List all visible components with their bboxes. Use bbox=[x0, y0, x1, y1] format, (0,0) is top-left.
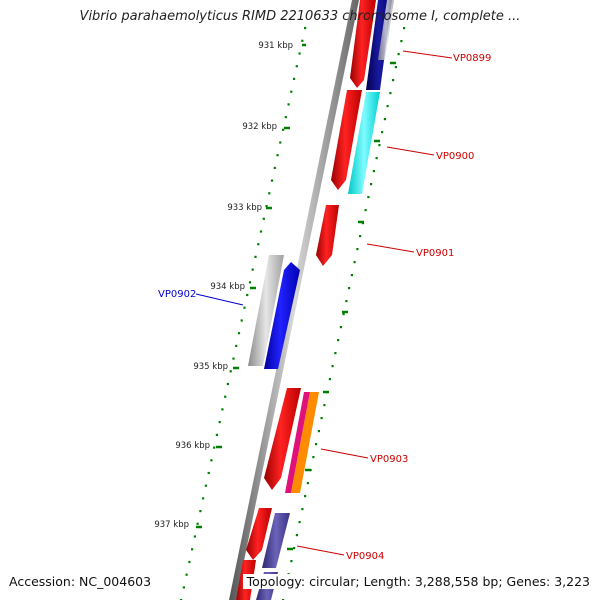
cog-vp0904 bbox=[262, 513, 290, 568]
gene-label-vp0904[interactable]: VP0904 bbox=[346, 551, 384, 562]
tick-label-936: 936 kbp bbox=[175, 441, 210, 451]
tick-932: 932 kbp bbox=[242, 122, 290, 132]
tick-label-932: 932 kbp bbox=[242, 122, 277, 132]
leader-vp0903 bbox=[320, 448, 369, 459]
tick-931: 931 kbp bbox=[258, 41, 306, 51]
gene-label-vp0902[interactable]: VP0902 bbox=[158, 289, 196, 300]
accession-text: Accession: NC_004603 bbox=[9, 574, 152, 589]
cog-vp0900 bbox=[348, 92, 380, 194]
tick-label-934: 934 kbp bbox=[210, 282, 245, 292]
tick-label-933: 933 kbp bbox=[227, 203, 262, 213]
gene-label-vp0901[interactable]: VP0901 bbox=[416, 248, 454, 259]
outer-tick-marks bbox=[287, 61, 396, 551]
map-title: Vibrio parahaemolyticus RIMD 2210633 chr… bbox=[79, 9, 521, 24]
leader-vp0904 bbox=[296, 545, 345, 556]
tick-935: 935 kbp bbox=[193, 362, 239, 372]
cds-vp0900[interactable] bbox=[331, 90, 362, 190]
leader-vp0902 bbox=[195, 293, 244, 306]
gene-label-vp0903[interactable]: VP0903 bbox=[370, 454, 408, 465]
tick-label-931: 931 kbp bbox=[258, 41, 293, 51]
gene-label-vp0900[interactable]: VP0900 bbox=[436, 151, 474, 162]
leader-vp0899 bbox=[402, 50, 453, 59]
leader-vp0900 bbox=[386, 146, 435, 156]
tick-933: 933 kbp bbox=[227, 203, 272, 213]
cds-vp0901[interactable] bbox=[316, 205, 339, 266]
cds-vp0902[interactable] bbox=[264, 262, 300, 369]
gc-track-inner bbox=[180, 27, 307, 600]
genome-summary-text: Topology: circular; Length: 3,288,558 bp… bbox=[242, 574, 590, 589]
chromosome-backbone bbox=[229, 0, 359, 600]
leader-vp0901 bbox=[366, 243, 415, 253]
tick-936: 936 kbp bbox=[175, 441, 222, 451]
cog-vp0903-magenta bbox=[285, 392, 310, 493]
cog-vp0899-light bbox=[378, 0, 394, 60]
tick-label-935: 935 kbp bbox=[193, 362, 228, 372]
cds-vp0899[interactable] bbox=[350, 0, 376, 88]
cds-vp0904[interactable] bbox=[246, 508, 272, 560]
cds-vp0903[interactable] bbox=[264, 388, 301, 490]
gene-label-vp0899[interactable]: VP0899 bbox=[453, 53, 491, 64]
tick-934: 934 kbp bbox=[210, 282, 256, 292]
cog-vp0902 bbox=[248, 255, 284, 366]
tick-937: 937 kbp bbox=[154, 520, 202, 530]
cog-vp0903-orange bbox=[291, 392, 319, 493]
tick-label-937: 937 kbp bbox=[154, 520, 189, 530]
